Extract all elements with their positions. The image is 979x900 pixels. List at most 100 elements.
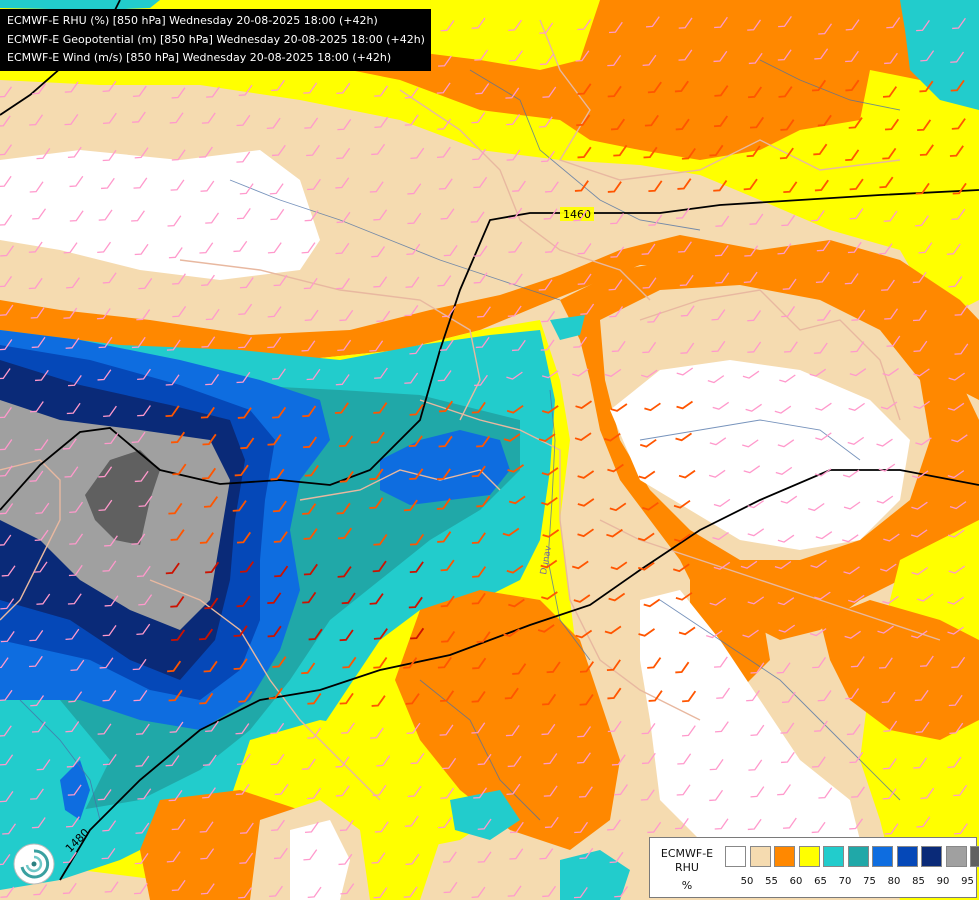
wind-barb: [132, 658, 147, 671]
wind-barb: [577, 470, 595, 479]
wind-barb: [638, 628, 656, 637]
header-panel: ECMWF-E RHU (%) [850 hPa] Wednesday 20-0…: [0, 9, 431, 71]
wind-barb: [845, 79, 860, 92]
wind-barb: [747, 310, 762, 322]
wind-barb: [267, 625, 282, 638]
wind-barb: [440, 595, 455, 608]
wind-barb: [508, 598, 525, 608]
wind-barb: [476, 435, 491, 448]
wind-barb: [508, 19, 523, 31]
wind-barb: [780, 751, 795, 764]
wind-barb: [714, 85, 729, 97]
wind-barb: [202, 433, 217, 446]
wind-barb: [610, 246, 625, 258]
wind-barb: [882, 367, 899, 377]
wind-barb: [572, 368, 589, 377]
wind-barb: [341, 592, 356, 605]
wind-barb: [62, 438, 77, 450]
wind-barb: [238, 337, 253, 349]
wind-barb: [269, 183, 284, 195]
wind-barb: [135, 822, 150, 834]
wind-barb: [0, 854, 11, 866]
wind-barb: [777, 784, 791, 796]
wind-barb: [131, 533, 146, 545]
wind-barb: [339, 629, 354, 642]
wind-barb: [951, 208, 966, 220]
wind-barb: [503, 628, 521, 638]
wind-barb: [541, 591, 558, 600]
wind-barb: [713, 498, 731, 507]
wind-barb: [131, 336, 146, 349]
wind-barb: [503, 433, 521, 442]
wind-barb: [337, 566, 352, 578]
wind-barb: [170, 595, 185, 608]
wind-barb: [69, 533, 84, 545]
wind-barb: [811, 821, 826, 834]
wind-barb: [471, 722, 486, 734]
wind-barb: [506, 149, 521, 161]
wind-barb: [577, 726, 592, 738]
wind-barb: [236, 595, 251, 608]
wind-barb: [748, 52, 763, 65]
wind-barb: [236, 753, 251, 765]
wind-barb: [267, 433, 282, 446]
wind-barb: [198, 628, 214, 641]
wind-barb: [62, 882, 77, 895]
wind-barb: [443, 245, 458, 257]
wind-barb: [471, 886, 486, 898]
wind-barb: [950, 79, 965, 92]
wind-barb: [404, 372, 419, 384]
wind-barb: [638, 470, 656, 480]
wind-barb: [0, 689, 13, 702]
wind-barb: [404, 815, 419, 827]
wind-barb: [715, 272, 730, 284]
wind-barb: [607, 463, 624, 473]
wind-barb: [239, 822, 254, 834]
wind-barb: [673, 499, 691, 509]
wind-barb: [0, 503, 14, 515]
wind-barb: [131, 210, 145, 222]
wind-barb: [338, 853, 353, 866]
wind-barb: [235, 783, 250, 796]
wind-barb: [337, 339, 352, 351]
wind-barb: [339, 692, 354, 705]
wind-barb: [34, 439, 49, 451]
wind-barb: [133, 690, 148, 702]
wind-barb: [541, 311, 556, 323]
wind-barb: [509, 848, 524, 860]
wind-barb: [849, 751, 864, 764]
wind-barb: [473, 245, 488, 257]
wind-barb: [882, 758, 897, 770]
legend-tick: 80: [887, 876, 901, 887]
wind-barb: [169, 112, 184, 124]
wind-barb: [848, 402, 865, 411]
wind-barb: [405, 853, 420, 865]
wind-barb: [917, 119, 932, 132]
wind-barb: [274, 565, 289, 578]
wind-barb: [102, 80, 117, 92]
wind-barb: [471, 592, 486, 605]
wind-barb: [29, 114, 44, 126]
wind-barb: [441, 630, 456, 643]
wind-barb: [637, 532, 655, 542]
wind-barb: [579, 847, 594, 860]
wind-barb: [641, 369, 658, 378]
legend-swatch: [725, 846, 746, 867]
wind-barb: [915, 437, 932, 446]
wind-barb: [239, 277, 254, 289]
wind-barb: [783, 341, 798, 353]
wind-barb: [238, 303, 253, 315]
wind-barb: [68, 691, 83, 703]
wind-barb: [886, 335, 901, 347]
wind-barb: [440, 787, 455, 799]
wind-barb: [573, 336, 588, 348]
wind-barb: [744, 245, 759, 257]
wind-barb: [369, 497, 384, 509]
wind-barb: [541, 370, 559, 379]
wind-barb: [237, 407, 252, 419]
wind-barb: [267, 306, 282, 318]
wind-barb: [647, 821, 662, 834]
wind-barb: [336, 502, 351, 515]
wind-barb: [409, 468, 424, 480]
wind-barb: [339, 819, 354, 832]
